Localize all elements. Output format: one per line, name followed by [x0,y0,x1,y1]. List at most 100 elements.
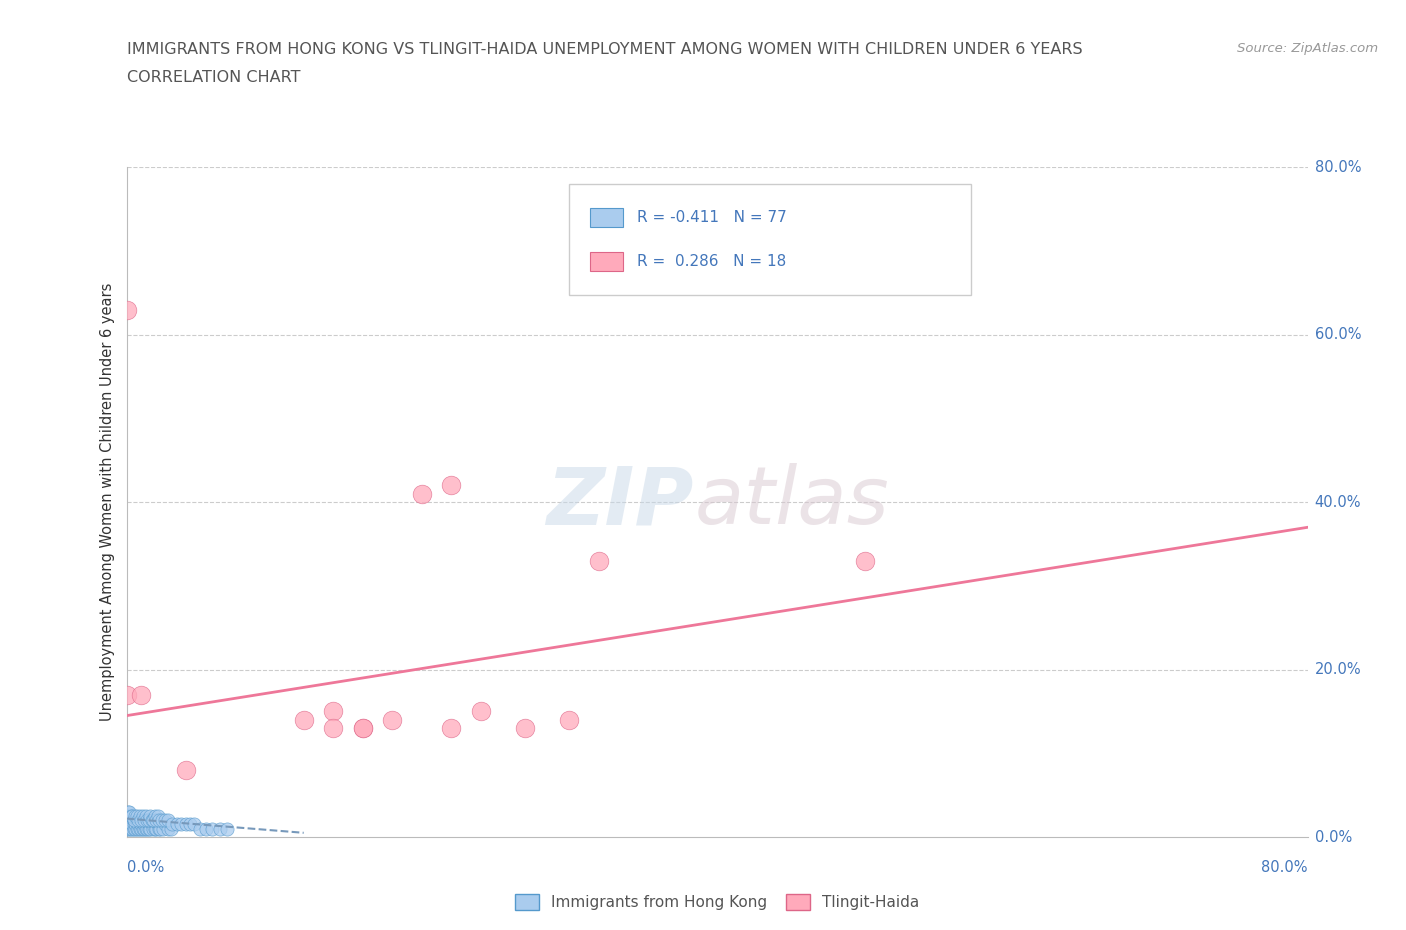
Point [120,813,142,828]
Text: IMMIGRANTS FROM HONG KONG VS TLINGIT-HAIDA UNEMPLOYMENT AMONG WOMEN WITH CHILDRE: IMMIGRANTS FROM HONG KONG VS TLINGIT-HAI… [127,42,1083,57]
Point [215,821,238,836]
Point [322,721,344,736]
Point [134,813,156,828]
Point [149,821,172,836]
Point [125,813,148,828]
Point [138,821,160,836]
Text: 40.0%: 40.0% [1315,495,1361,510]
Point [143,809,166,824]
Point [141,813,163,828]
Point [122,813,145,828]
Point [134,817,156,832]
Point [136,813,159,828]
Point [132,809,155,824]
Point [125,821,148,836]
Point [118,821,141,836]
Bar [589,252,623,271]
Point [152,821,174,836]
Point [121,809,143,824]
Point [117,821,139,836]
Point [153,813,176,828]
Text: Source: ZipAtlas.com: Source: ZipAtlas.com [1237,42,1378,55]
Text: ZIP: ZIP [546,463,693,541]
Point [162,817,184,832]
Point [188,821,211,836]
Point [120,809,142,824]
Text: R = -0.411   N = 77: R = -0.411 N = 77 [637,210,786,225]
Point [381,712,404,727]
Bar [589,208,623,227]
Point [135,809,157,824]
Point [322,704,344,719]
Y-axis label: Unemployment Among Women with Children Under 6 years: Unemployment Among Women with Children U… [100,283,115,722]
Point [156,813,179,828]
Text: 80.0%: 80.0% [1315,160,1361,175]
Legend: Immigrants from Hong Kong, Tlingit-Haida: Immigrants from Hong Kong, Tlingit-Haida [509,888,925,916]
Point [143,821,166,836]
Point [127,821,149,836]
Point [174,817,197,832]
Point [352,721,374,736]
Point [121,817,143,832]
Point [128,821,150,836]
Point [134,821,156,836]
Point [352,721,374,736]
Text: 0.0%: 0.0% [1315,830,1351,844]
Point [440,721,463,736]
Point [183,817,205,832]
Point [142,813,165,828]
Point [136,821,159,836]
Point [440,478,463,493]
Point [146,809,169,824]
Point [588,553,610,568]
Point [195,821,218,836]
Point [139,821,162,836]
Text: atlas: atlas [695,463,890,541]
Point [129,821,153,836]
Point [132,813,155,828]
Point [117,809,139,824]
Point [138,817,160,832]
Point [148,813,170,828]
Point [145,813,167,828]
Point [124,817,146,832]
Point [411,486,433,501]
Point [292,712,315,727]
Point [128,813,150,828]
Point [115,302,138,317]
Point [170,817,193,832]
Point [125,809,148,824]
Point [135,821,157,836]
Point [127,817,149,832]
Point [135,813,157,828]
Point [129,817,153,832]
Point [139,809,162,824]
Text: R =  0.286   N = 18: R = 0.286 N = 18 [637,254,786,269]
Point [127,813,149,828]
Text: 60.0%: 60.0% [1315,327,1361,342]
Point [129,813,153,828]
Point [122,821,145,836]
Point [166,817,188,832]
Point [124,821,146,836]
Point [159,821,183,836]
Point [142,821,165,836]
Point [179,817,201,832]
FancyBboxPatch shape [569,184,972,295]
Point [124,809,146,824]
Point [153,817,176,832]
Point [156,821,179,836]
Point [148,821,170,836]
Text: 20.0%: 20.0% [1315,662,1361,677]
Point [122,813,145,828]
Point [128,809,150,824]
Point [201,821,224,836]
Point [118,813,141,828]
Point [115,687,138,702]
Point [141,817,163,832]
Point [118,804,141,819]
Point [132,821,155,836]
Point [138,813,160,828]
Point [174,763,197,777]
Point [120,821,142,836]
